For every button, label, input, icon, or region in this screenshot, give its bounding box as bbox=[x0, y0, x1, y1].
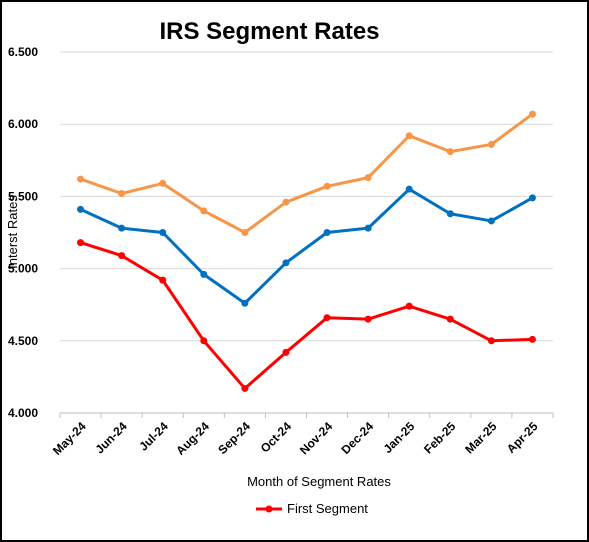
series-line-2 bbox=[79, 187, 534, 305]
x-tick-label: Jun-24 bbox=[92, 419, 129, 456]
data-point bbox=[446, 315, 454, 323]
data-point bbox=[323, 314, 331, 322]
x-tick-label: Apr-25 bbox=[504, 419, 541, 456]
x-tick-label: Dec-24 bbox=[339, 419, 377, 457]
data-point bbox=[241, 229, 249, 236]
data-point bbox=[446, 148, 454, 156]
y-axis-title: Interst Rates bbox=[5, 195, 20, 269]
y-tick-label: 5.500 bbox=[8, 189, 38, 203]
data-point bbox=[200, 207, 208, 215]
x-tick-label: Sep-24 bbox=[215, 419, 253, 457]
y-tick-label: 5.000 bbox=[8, 262, 38, 276]
data-point bbox=[77, 239, 85, 247]
data-point bbox=[528, 335, 536, 343]
data-point bbox=[405, 185, 413, 193]
data-point bbox=[282, 259, 290, 267]
data-point bbox=[528, 194, 536, 202]
y-tick-label: 6.500 bbox=[8, 45, 38, 59]
data-point bbox=[528, 110, 536, 118]
x-tick-label: Oct-24 bbox=[258, 419, 295, 456]
data-point bbox=[241, 384, 249, 392]
data-point bbox=[77, 205, 85, 213]
y-tick-label: 4.500 bbox=[8, 334, 38, 348]
data-point bbox=[159, 276, 167, 284]
data-point bbox=[323, 229, 331, 236]
y-tick-label: 6.000 bbox=[8, 117, 38, 131]
chart-title: IRS Segment Rates bbox=[159, 18, 380, 45]
data-point bbox=[118, 190, 126, 198]
data-point bbox=[118, 252, 126, 260]
data-point bbox=[159, 229, 167, 236]
data-point bbox=[364, 315, 372, 323]
data-point bbox=[446, 210, 454, 218]
data-point bbox=[241, 299, 249, 307]
y-tick-label: 4.000 bbox=[8, 406, 38, 420]
data-point bbox=[77, 175, 85, 183]
x-axis-title: Month of Segment Rates bbox=[247, 474, 391, 489]
legend-marker bbox=[265, 505, 273, 513]
x-tick-label: Aug-24 bbox=[173, 419, 212, 458]
data-point bbox=[118, 224, 126, 232]
legend-label: First Segment bbox=[287, 501, 368, 516]
data-point bbox=[200, 337, 208, 345]
x-tick-label: Mar-25 bbox=[462, 419, 499, 456]
data-point bbox=[282, 198, 290, 206]
data-point bbox=[323, 182, 331, 190]
data-point bbox=[364, 174, 372, 182]
series-line-1 bbox=[79, 241, 534, 390]
data-point bbox=[487, 337, 495, 345]
data-point bbox=[405, 132, 413, 140]
x-tick-label: Feb-25 bbox=[421, 419, 458, 456]
x-tick-label: Nov-24 bbox=[297, 419, 335, 457]
data-point bbox=[282, 348, 290, 356]
series-line-3 bbox=[79, 112, 534, 234]
data-point bbox=[364, 224, 372, 232]
data-point bbox=[159, 179, 167, 187]
data-point bbox=[405, 302, 413, 310]
x-tick-label: Jan-25 bbox=[381, 419, 418, 456]
data-point bbox=[200, 270, 208, 278]
data-point bbox=[487, 217, 495, 225]
x-tick-label: Jul-24 bbox=[136, 419, 171, 454]
x-tick-label: May-24 bbox=[50, 419, 89, 458]
data-point bbox=[487, 140, 495, 148]
